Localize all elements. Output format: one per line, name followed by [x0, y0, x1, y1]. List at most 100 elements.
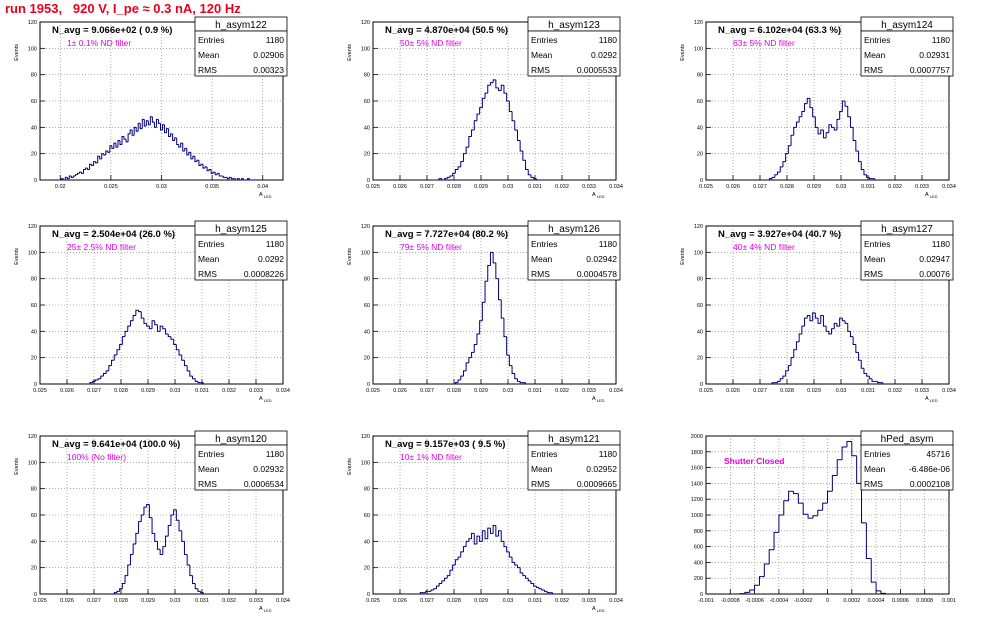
- x-tick-label: 0.032: [222, 598, 236, 604]
- histogram-name: h_asym125: [215, 224, 267, 235]
- x-tick-label: 0.028: [780, 388, 794, 394]
- x-tick-label: 0.033: [582, 184, 596, 190]
- x-tick-label: 0.033: [582, 598, 596, 604]
- x-tick-label: 0.025: [699, 388, 713, 394]
- x-tick-label: 0.031: [528, 184, 542, 190]
- stats-key: Entries: [531, 35, 557, 45]
- x-tick-label: 0.028: [447, 598, 461, 604]
- x-tick-label: 0.025: [33, 388, 47, 394]
- y-tick-label: 0: [700, 382, 703, 388]
- y-tick-label: 20: [697, 356, 703, 362]
- y-tick-label: 100: [694, 250, 703, 256]
- x-axis-title: A LED: [925, 396, 938, 403]
- x-tick-label: 0.026: [393, 598, 407, 604]
- x-tick-label: 0.033: [915, 184, 929, 190]
- x-tick-label: 0.0006: [892, 598, 909, 604]
- stats-key: RMS: [531, 479, 550, 489]
- x-tick-label: 0.034: [609, 184, 623, 190]
- y-axis-title: Events: [14, 248, 20, 265]
- y-tick-label: 60: [31, 99, 37, 105]
- y-tick-label: 100: [361, 46, 370, 52]
- y-tick-label: 60: [364, 303, 370, 309]
- stats-key: Mean: [531, 464, 553, 474]
- stats-key: Entries: [531, 449, 557, 459]
- y-tick-label: 60: [31, 513, 37, 519]
- stats-value: 0.0004578: [577, 269, 617, 279]
- histogram-name: h_asym121: [548, 434, 600, 445]
- y-tick-label: 60: [364, 513, 370, 519]
- stats-value: 1180: [932, 35, 951, 45]
- stats-value: 1180: [266, 239, 285, 249]
- y-tick-label: 80: [31, 73, 37, 79]
- x-tick-label: 0.028: [114, 598, 128, 604]
- x-tick-label: 0.029: [141, 598, 155, 604]
- x-tick-label: -0.0006: [745, 598, 764, 604]
- stats-value: 0.00076: [919, 269, 950, 279]
- y-tick-label: 0: [367, 592, 370, 598]
- y-tick-label: 40: [364, 125, 370, 131]
- x-tick-label: 0.001: [942, 598, 956, 604]
- filter-annotation: 1± 0.1% ND filter: [67, 38, 131, 48]
- y-tick-label: 120: [28, 20, 37, 26]
- x-tick-label: -0.0004: [770, 598, 789, 604]
- x-tick-label: 0.032: [555, 184, 569, 190]
- x-tick-label: 0.025: [366, 184, 380, 190]
- stats-value: 0.0005533: [577, 65, 617, 75]
- stats-value: 0.0292: [591, 50, 617, 60]
- y-tick-label: 100: [28, 46, 37, 52]
- y-tick-label: 20: [364, 152, 370, 158]
- stats-key: RMS: [198, 65, 217, 75]
- filter-annotation: 79± 5% ND filter: [400, 242, 462, 252]
- y-tick-label: 2000: [691, 434, 703, 440]
- x-tick-label: 0.028: [114, 388, 128, 394]
- x-tick-label: 0.031: [528, 388, 542, 394]
- stats-key: Mean: [864, 50, 886, 60]
- x-tick-label: 0.025: [104, 184, 118, 190]
- n-avg-label: N_avg = 2.504e+04 (26.0 %): [52, 229, 175, 240]
- y-tick-label: 100: [28, 250, 37, 256]
- y-tick-label: 40: [697, 329, 703, 335]
- x-tick-label: 0.029: [807, 388, 821, 394]
- x-tick-label: 0.026: [60, 598, 74, 604]
- stats-value: 0.0292: [258, 254, 284, 264]
- stats-key: Mean: [864, 254, 886, 264]
- y-tick-label: 100: [28, 460, 37, 466]
- stats-value: 0.02942: [586, 254, 617, 264]
- stats-value: 1180: [599, 449, 618, 459]
- x-tick-label: 0.029: [474, 184, 488, 190]
- stats-value: 0.02952: [586, 464, 617, 474]
- y-tick-label: 120: [361, 434, 370, 440]
- x-tick-label: 0.032: [222, 388, 236, 394]
- stats-value: 0.02931: [919, 50, 950, 60]
- y-tick-label: 40: [31, 125, 37, 131]
- x-tick-label: 0.034: [942, 388, 956, 394]
- stats-value: 1180: [599, 239, 618, 249]
- x-tick-label: 0.03: [503, 184, 514, 190]
- x-tick-label: 0.03: [836, 184, 847, 190]
- x-tick-label: 0.031: [861, 184, 875, 190]
- histogram-name: h_asym123: [548, 20, 600, 31]
- stats-value: 0.02906: [253, 50, 284, 60]
- x-tick-label: 0.028: [780, 184, 794, 190]
- y-tick-label: 20: [697, 152, 703, 158]
- x-tick-label: 0.029: [474, 598, 488, 604]
- y-tick-label: 60: [697, 99, 703, 105]
- stats-key: RMS: [531, 269, 550, 279]
- x-tick-label: 0.034: [942, 184, 956, 190]
- stats-key: RMS: [864, 65, 883, 75]
- stats-key: Mean: [531, 254, 553, 264]
- y-tick-label: 60: [31, 303, 37, 309]
- x-tick-label: 0.034: [276, 388, 290, 394]
- x-axis-title: A LED: [259, 606, 272, 613]
- x-tick-label: 0.028: [447, 388, 461, 394]
- y-tick-label: 0: [34, 178, 37, 184]
- y-tick-label: 1400: [691, 481, 703, 487]
